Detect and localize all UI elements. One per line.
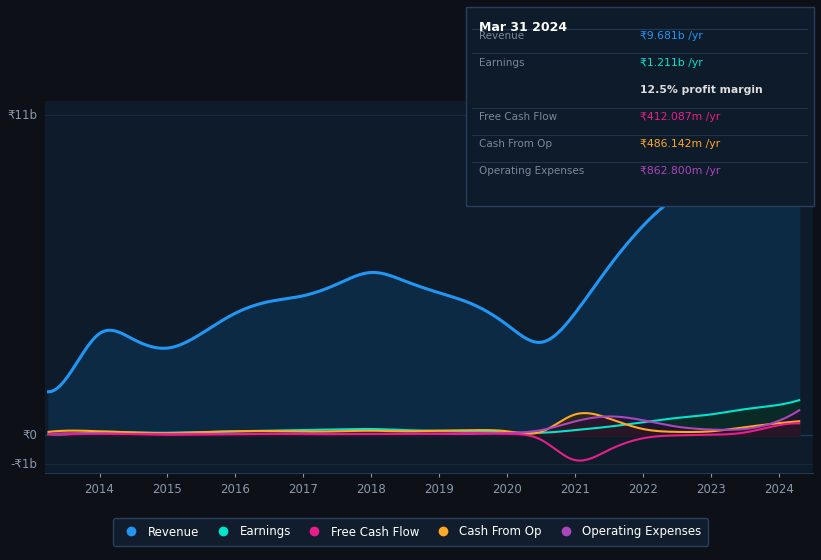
Text: ₹486.142m /yr: ₹486.142m /yr	[640, 139, 720, 150]
Text: -₹1b: -₹1b	[11, 458, 38, 471]
Text: Revenue: Revenue	[479, 31, 525, 40]
Text: ₹1.211b /yr: ₹1.211b /yr	[640, 58, 703, 68]
Text: Earnings: Earnings	[479, 58, 525, 68]
Text: Mar 31 2024: Mar 31 2024	[479, 21, 567, 34]
Text: ₹9.681b /yr: ₹9.681b /yr	[640, 31, 703, 40]
Text: ₹0: ₹0	[23, 429, 38, 442]
Text: ₹862.800m /yr: ₹862.800m /yr	[640, 166, 720, 176]
Text: Cash From Op: Cash From Op	[479, 139, 553, 150]
FancyBboxPatch shape	[466, 7, 814, 206]
Legend: Revenue, Earnings, Free Cash Flow, Cash From Op, Operating Expenses: Revenue, Earnings, Free Cash Flow, Cash …	[112, 519, 709, 545]
Text: ₹412.087m /yr: ₹412.087m /yr	[640, 112, 720, 122]
Text: 12.5% profit margin: 12.5% profit margin	[640, 85, 763, 95]
Text: Free Cash Flow: Free Cash Flow	[479, 112, 557, 122]
Text: ₹11b: ₹11b	[7, 109, 38, 122]
Text: Operating Expenses: Operating Expenses	[479, 166, 585, 176]
